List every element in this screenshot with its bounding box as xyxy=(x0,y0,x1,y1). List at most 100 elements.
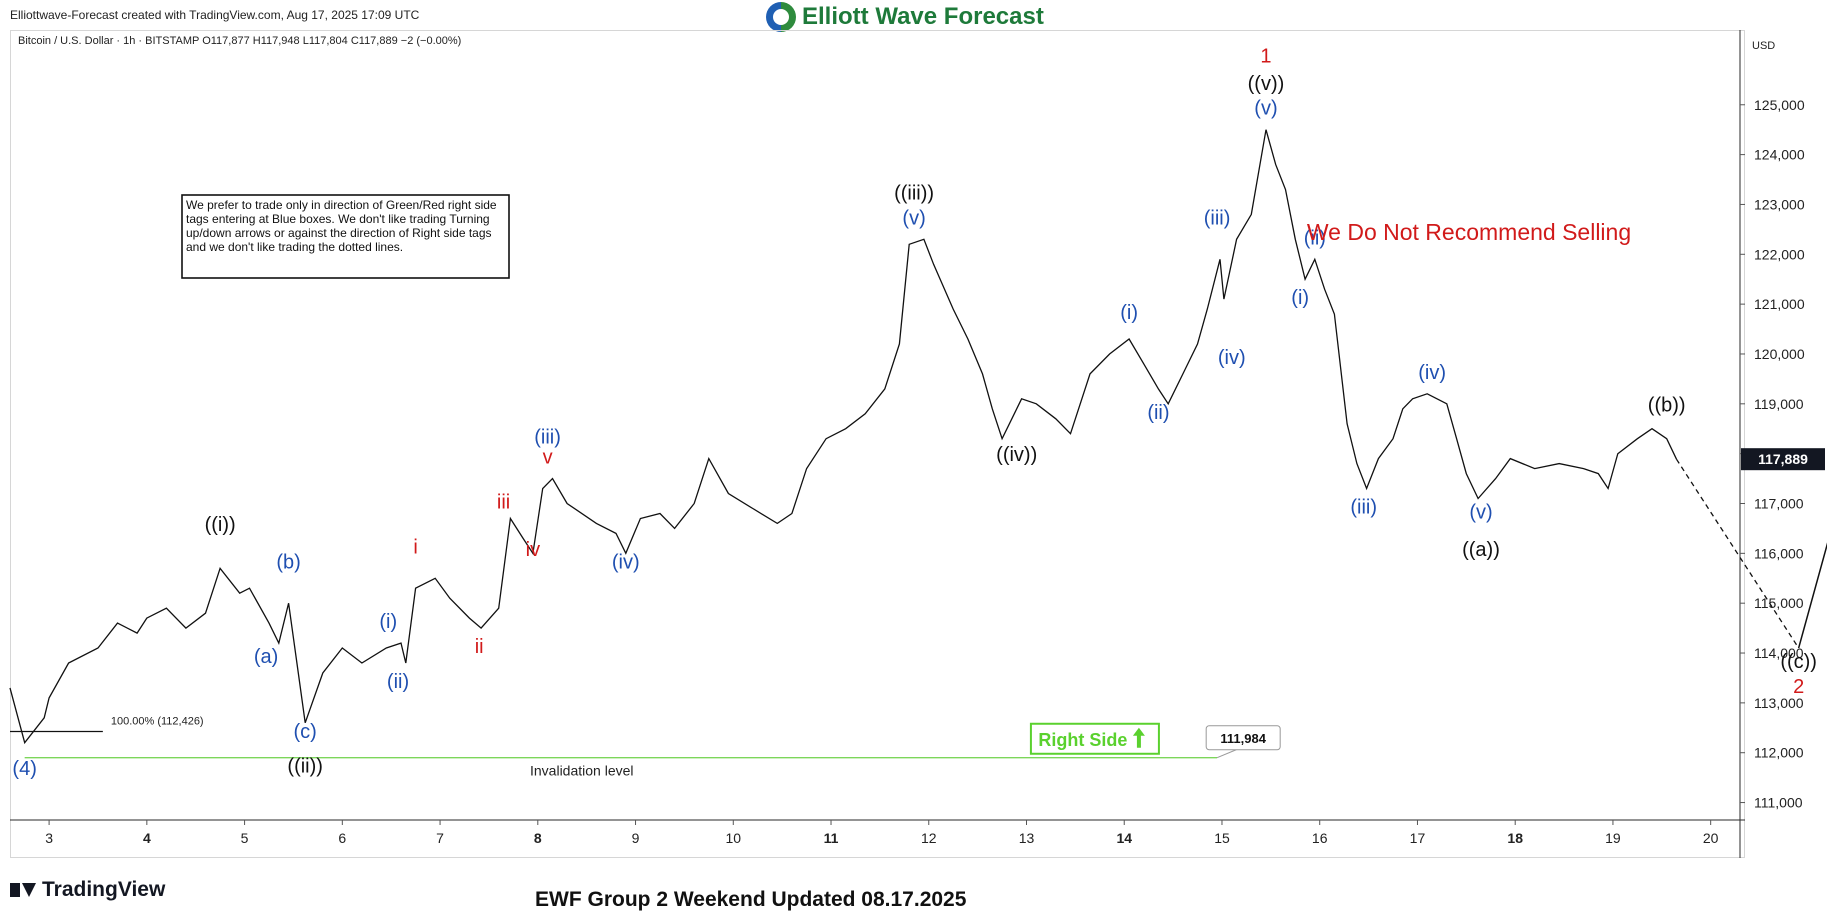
y-tick-label: 119,000 xyxy=(1754,396,1804,412)
x-tick-label: 3 xyxy=(45,830,53,846)
wave-label: (v) xyxy=(1469,501,1492,523)
annotations-layer: 111,984 Right Side We Do Not Recommend Sel… xyxy=(181,194,1631,759)
y-tick-label: 113,000 xyxy=(1754,695,1804,711)
wave-label: ((v)) xyxy=(1248,73,1285,95)
wave-label: (v) xyxy=(1254,98,1277,120)
wave-label: i xyxy=(413,536,417,558)
wave-label: 2 xyxy=(1793,676,1804,698)
level-tag-box xyxy=(1205,725,1281,751)
up-arrow-icon xyxy=(1132,727,1145,748)
footer-title: EWF Group 2 Weekend Updated 08.17.2025 xyxy=(535,888,967,911)
x-tick-label: 12 xyxy=(921,830,937,846)
price-line xyxy=(9,129,1678,745)
wave-label: ((i)) xyxy=(205,514,236,536)
x-tick-label: 16 xyxy=(1312,830,1328,846)
wave-label: ((a)) xyxy=(1462,539,1500,561)
reference-lines-layer: 100.00% (112,426) Invalidation level xyxy=(10,715,1218,779)
projection-solid-line xyxy=(1797,542,1827,649)
wave-label: (ii) xyxy=(387,671,409,693)
x-tick-label: 4 xyxy=(143,830,151,846)
brand-logo: Elliott Wave Forecast xyxy=(766,2,1044,32)
wave-label: (a) xyxy=(254,646,278,668)
x-tick-label: 8 xyxy=(534,830,542,846)
symbol-info: Bitcoin / U.S. Dollar · 1h · BITSTAMP O1… xyxy=(18,35,462,47)
x-tick-label: 7 xyxy=(436,830,444,846)
right-side-label: Right Side xyxy=(1038,730,1127,750)
note-container: We prefer to trade only in direction of … xyxy=(186,198,497,254)
note-text: We prefer to trade only in direction of … xyxy=(186,198,497,254)
chart-frame xyxy=(10,30,1745,858)
projection-layer xyxy=(1675,458,1827,649)
level-tag-pointer xyxy=(1216,749,1237,759)
y-tick-label: 111,000 xyxy=(1754,795,1803,811)
wave-label: (b) xyxy=(276,551,300,573)
wave-label: (iv) xyxy=(1418,362,1446,384)
y-tick-label: 114,000 xyxy=(1754,645,1804,661)
x-tick-label: 13 xyxy=(1019,830,1035,846)
ewf-globe-icon xyxy=(766,2,796,32)
wave-label: 1 xyxy=(1260,45,1271,67)
x-tick-label: 18 xyxy=(1507,830,1523,846)
wave-label: iv xyxy=(526,539,540,561)
y-tick-label: 112,000 xyxy=(1754,745,1804,761)
x-tick-label: 10 xyxy=(725,830,741,846)
x-tick-label: 11 xyxy=(824,830,839,846)
x-tick-label: 6 xyxy=(338,830,346,846)
tradingview-brand-text: TradingView xyxy=(42,878,166,901)
wave-label: ((iii)) xyxy=(894,182,934,204)
note-box xyxy=(181,194,510,279)
x-tick-label: 20 xyxy=(1703,830,1719,846)
y-tick-label: 125,000 xyxy=(1754,97,1805,113)
wave-label: v xyxy=(543,447,553,469)
wave-label: (ii) xyxy=(1147,402,1169,424)
wave-label: (c) xyxy=(294,721,317,743)
x-tick-label: 5 xyxy=(241,830,249,846)
invalidation-label: Invalidation level xyxy=(530,763,634,779)
wave-labels-layer: (4)((i))(a)(b)(c)((ii))(i)(ii)iiiiiiivv(… xyxy=(12,45,1817,780)
wave-label: ((c)) xyxy=(1780,651,1817,673)
y-tick-label: 117,000 xyxy=(1754,496,1804,512)
y-tick-label: 123,000 xyxy=(1754,196,1805,212)
tradingview-logo: TradingView xyxy=(10,878,165,902)
projection-dashed-line xyxy=(1675,458,1800,649)
wave-label: ((iv)) xyxy=(996,444,1037,466)
y-tick-label: 120,000 xyxy=(1754,346,1805,362)
wave-label: (iii) xyxy=(1350,496,1377,518)
y-tick-label: 121,000 xyxy=(1754,296,1805,312)
x-tick-label: 19 xyxy=(1605,830,1621,846)
wave-label: (iv) xyxy=(612,551,640,573)
wave-label: ii xyxy=(475,636,484,658)
x-tick-label: 17 xyxy=(1410,830,1426,846)
y-tick-label: 124,000 xyxy=(1754,147,1805,163)
brand-name: Elliott Wave Forecast xyxy=(802,3,1044,30)
x-tick-label: 15 xyxy=(1214,830,1230,846)
wave-label: (iii) xyxy=(534,427,561,449)
level-tag-label: 111,984 xyxy=(1220,731,1266,746)
attribution-text: Elliottwave-Forecast created with Tradin… xyxy=(10,8,420,22)
wave-label: ((ii)) xyxy=(287,756,323,778)
wave-label: ((b)) xyxy=(1648,394,1686,416)
warning-text: We Do Not Recommend Selling xyxy=(1307,219,1631,245)
x-tick-label: 14 xyxy=(1116,830,1132,846)
tradingview-mark-icon xyxy=(10,883,36,897)
wave-label: (iv) xyxy=(1218,347,1246,369)
axes-layer: USD111,000112,000113,000114,000115,00011… xyxy=(10,30,1825,858)
last-price-label: 117,889 xyxy=(1758,451,1808,467)
wave-label: (i) xyxy=(379,611,397,633)
wave-label: (i) xyxy=(1120,302,1138,324)
wave-label: (v) xyxy=(902,207,925,229)
y-tick-label: 122,000 xyxy=(1754,246,1805,262)
wave-label: iii xyxy=(497,491,510,513)
wave-label: (ii) xyxy=(1304,227,1326,249)
wave-label: (iii) xyxy=(1204,207,1231,229)
y-tick-label: 115,000 xyxy=(1754,595,1804,611)
wave-label: (4) xyxy=(12,758,36,780)
y-tick-label: 116,000 xyxy=(1754,545,1804,561)
last-price-tag xyxy=(1741,448,1825,471)
fib-100-label: 100.00% (112,426) xyxy=(111,715,204,727)
price-series-layer xyxy=(9,129,1678,745)
x-tick-label: 9 xyxy=(632,830,640,846)
currency-label: USD xyxy=(1752,40,1775,52)
wave-label: (i) xyxy=(1291,287,1309,309)
